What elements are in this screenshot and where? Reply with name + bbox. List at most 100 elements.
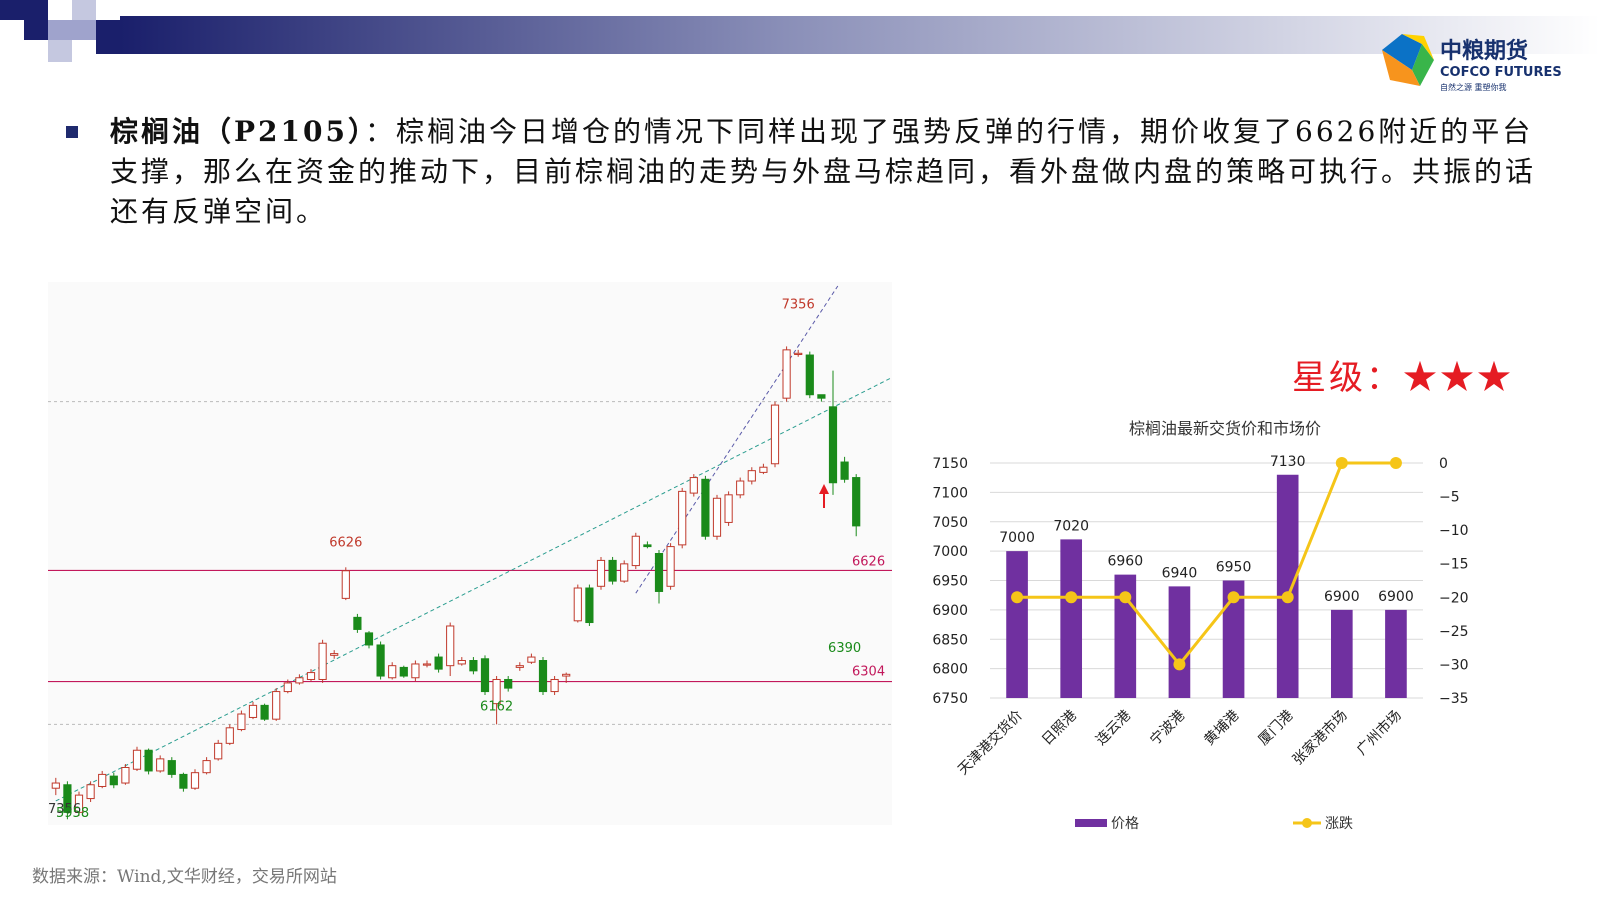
bar-chart-y2-tick: −25 [1439,624,1469,640]
candle-body [550,678,559,693]
candle-body [840,461,849,480]
logo-facet-green [1412,44,1434,86]
candle-body [747,470,756,482]
candle [515,662,524,671]
candle [388,662,397,680]
candle [330,650,339,659]
candle-body [353,616,362,630]
candle-body [689,477,698,494]
candle [399,665,408,678]
candle-body [399,666,408,677]
bar-chart-gridlines [990,462,1423,699]
commentary-body: 棕榈油今日增仓的情况下同样出现了强势反弹的行情，期价收复了6626附近的平台支撑… [110,115,1537,228]
candle-body [573,587,582,622]
candle [782,346,791,402]
candle-body [469,660,478,672]
candle [248,701,258,720]
legend-swatch-price [1075,819,1107,827]
candle-body [214,742,223,760]
candle-body [237,713,246,731]
candle [353,613,362,633]
change-point [1173,658,1186,671]
candle-body [411,663,420,679]
bar-value-label: 6900 [1378,589,1414,605]
candle [480,655,490,696]
bar-chart-y-tick: 7150 [932,456,968,472]
candle-body [156,758,165,772]
bar-chart-category: 日照港 [1039,708,1080,749]
bar-1 [1060,539,1083,698]
candle [132,746,142,771]
candle [306,669,316,682]
candle [828,370,838,495]
candle-body [701,478,710,537]
candle-body [341,570,350,599]
candle-body [121,767,130,784]
kline-background [48,282,892,825]
bar-chart-bars [1006,474,1407,698]
candle-body [828,406,838,484]
logo-name-cn: 中粮期货 [1440,38,1528,64]
bar-7 [1385,609,1407,698]
bar-chart-category: 天津港交货价 [954,707,1025,778]
candle-body [422,663,432,666]
candle [260,703,269,721]
candle [121,764,130,785]
candle-body [364,632,374,646]
bullet-marker [66,126,78,138]
legend-label-price: 价格 [1111,816,1139,832]
rating-stars: ★★★ [1403,358,1514,398]
commentary: 棕榈油（P2105）：棕榈油今日增仓的情况下同样出现了强势反弹的行情，期价收复了… [66,112,1546,232]
bar-chart-category: 厦门港 [1256,708,1297,749]
legend-label-change: 涨跌 [1325,816,1353,832]
candle [701,475,710,540]
bar-chart-y2-tick: −10 [1439,523,1469,539]
change-point [1335,457,1348,469]
bar-chart-bar-labels: 7000 7020 6960 6940 6950 7130 6900 6900 [999,454,1414,605]
candle-body [225,727,234,744]
candle [550,676,559,696]
candle [504,676,513,692]
candle-body [376,644,385,677]
candle [469,657,478,675]
candle-body [631,535,640,567]
candle-body [272,691,281,720]
candle [411,660,420,682]
label-low-right: 6390 [828,641,861,656]
bar-chart-y-tick: 6900 [932,603,968,619]
kline-trendlines [55,285,892,802]
candle-body [144,749,153,772]
bar-chart-line-series [1011,457,1402,671]
price-bar-line-chart: 棕榈油最新交货价和市场价 6750 6800 6850 6900 6950 7000 705… [932,419,1469,832]
bar-value-label: 7130 [1270,454,1306,470]
candle-body [260,704,269,720]
candle-body [805,354,814,396]
bar-chart-y-tick: 6950 [932,574,968,590]
bar-value-label: 7020 [1053,518,1089,534]
candle [585,584,594,626]
bar-chart-y2-tick: −15 [1439,557,1469,573]
candle [712,494,722,540]
bar-chart-category: 连云港 [1093,708,1134,749]
bar-chart-y2-tick: −5 [1439,490,1460,506]
candle-body [132,749,142,770]
bar-chart-right-ticks: 0 −5 −10 −15 −20 −25 −30 −35 [1439,456,1469,707]
candle-body [330,653,339,656]
candle-body [190,772,200,789]
bar-chart-y2-tick: −20 [1439,590,1469,606]
bar-chart-y2-tick: −35 [1439,691,1469,707]
candle-body [654,553,664,592]
candle [318,639,327,683]
bar-chart-y-tick: 7000 [932,544,968,560]
kline-labels: 7356 6626 6626 6304 6162 6390 7356 5958 [48,297,885,821]
candle-body [852,477,861,527]
cofco-logo: 中粮期货 COFCO FUTURES 自然之源 重塑你我 [1376,30,1586,98]
candle [527,653,536,664]
candle-body [782,349,791,399]
candle [98,770,107,789]
label-bottom-left-b: 5958 [56,806,89,821]
candle [74,791,84,816]
bar-chart-y2-tick: 0 [1439,456,1448,472]
candle-body [678,490,687,546]
candle-body [562,673,571,677]
